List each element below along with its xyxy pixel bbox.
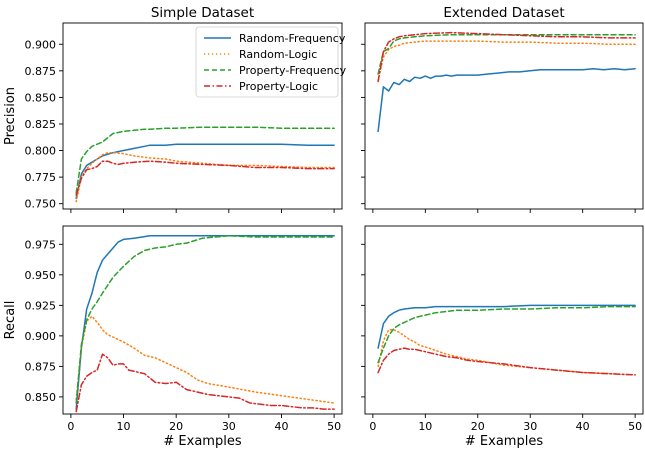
y-tick-label: 0.900 — [25, 330, 57, 343]
series-line-random-logic — [377, 329, 636, 376]
series-line-property-logic — [377, 347, 636, 376]
series-line-property-frequency — [75, 235, 335, 404]
x-tick-label: 20 — [169, 420, 183, 433]
series-line-random-frequency — [75, 235, 335, 410]
series-line-random-logic — [75, 151, 335, 203]
series-line-property-frequency — [377, 33, 636, 75]
legend-label: Random-Logic — [239, 48, 317, 61]
x-tick-label: 50 — [628, 420, 642, 433]
plot-frame — [364, 22, 644, 210]
series-line-random-frequency — [75, 143, 335, 200]
y-axis-label: Precision — [3, 87, 18, 145]
x-tick-label: 20 — [471, 420, 485, 433]
y-tick-label: 0.775 — [25, 171, 57, 184]
x-tick-label: 10 — [418, 420, 432, 433]
y-tick-label: 0.825 — [25, 118, 57, 131]
y-tick-label: 0.900 — [25, 38, 57, 51]
x-tick-label: 30 — [523, 420, 537, 433]
plot-frame — [62, 22, 343, 210]
x-tick-label: 40 — [576, 420, 590, 433]
x-tick-label: 0 — [369, 420, 376, 433]
y-tick-label: 0.925 — [25, 299, 57, 312]
x-tick-label: 10 — [117, 420, 131, 433]
series-line-random-logic — [75, 315, 335, 404]
y-tick-label: 0.750 — [25, 198, 57, 211]
legend: Random-Frequency Random-Logic Property-Fre… — [195, 26, 347, 98]
series-line-property-frequency — [75, 126, 335, 194]
legend-label: Property-Logic — [239, 80, 318, 93]
panel-title: Simple Dataset — [151, 5, 254, 21]
x-tick-label: 50 — [327, 420, 341, 433]
y-tick-label: 0.875 — [25, 360, 57, 373]
x-tick-label: 30 — [222, 420, 236, 433]
y-tick-label: 0.800 — [25, 145, 57, 158]
panel-title: Extended Dataset — [443, 5, 564, 21]
x-axis-label: # Examples — [163, 434, 241, 449]
series-line-property-logic — [377, 31, 636, 83]
y-tick-label: 0.850 — [25, 91, 57, 104]
panel-1: 0.750 0.775 0.800 0.825 0.850 0.875 0.900 Simpl… — [3, 5, 347, 213]
y-tick-label: 0.850 — [25, 391, 57, 404]
series-line-property-logic — [75, 353, 335, 413]
series-line-random-logic — [377, 40, 636, 82]
y-tick-label: 0.975 — [25, 238, 57, 251]
plot-frame — [62, 225, 343, 415]
panel-4: 0 10 20 30 40 50 # Examples — [361, 225, 644, 449]
y-tick-label: 0.875 — [25, 65, 57, 78]
legend-label: Property-Frequency — [239, 64, 347, 77]
series-line-random-frequency — [377, 304, 636, 349]
series-line-property-frequency — [377, 305, 636, 364]
x-axis-label: # Examples — [465, 434, 543, 449]
series-line-random-frequency — [377, 67, 636, 133]
series-line-property-logic — [75, 160, 335, 196]
y-axis-label: Recall — [3, 301, 18, 340]
legend-box — [195, 26, 339, 98]
plot-frame — [364, 225, 644, 415]
panel-2: Extended Dataset — [361, 5, 644, 213]
x-tick-label: 40 — [274, 420, 288, 433]
x-tick-label: 0 — [67, 420, 74, 433]
y-tick-label: 0.950 — [25, 269, 57, 282]
panel-3: 0 10 20 30 40 50 0.850 0.875 0.900 0.925 0.950 0.97… — [3, 225, 343, 449]
legend-label: Random-Frequency — [239, 32, 346, 45]
